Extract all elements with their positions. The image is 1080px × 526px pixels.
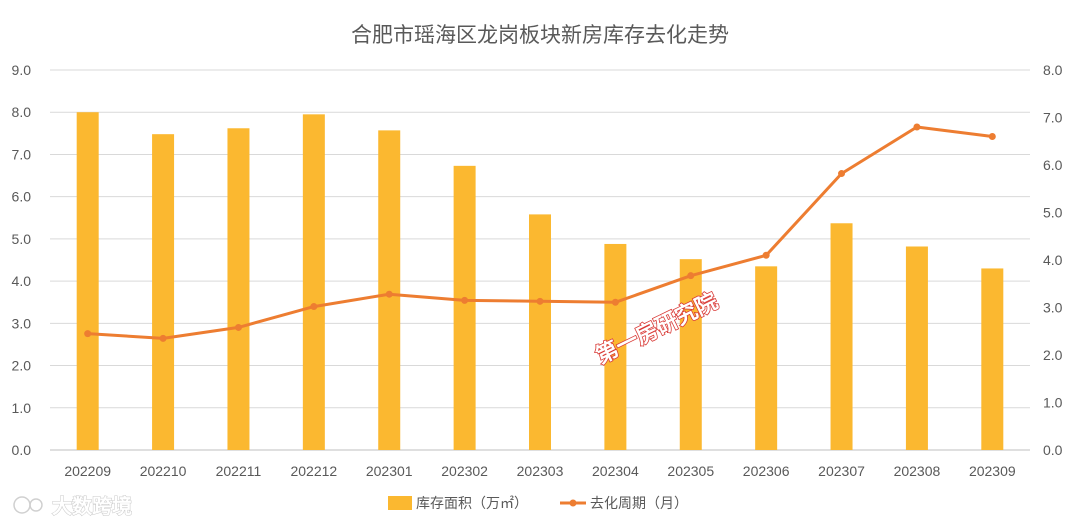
line-point bbox=[611, 298, 619, 306]
line-point bbox=[687, 272, 695, 280]
y-left-tick-label: 8.0 bbox=[12, 104, 32, 120]
bar bbox=[227, 128, 250, 450]
line-point bbox=[84, 330, 92, 338]
bar bbox=[755, 266, 778, 450]
y-left-tick-label: 9.0 bbox=[12, 62, 32, 78]
x-tick-label: 202309 bbox=[969, 463, 1016, 479]
bar bbox=[604, 243, 627, 450]
y-right-tick-label: 4.0 bbox=[1043, 252, 1063, 268]
y-left-tick-label: 3.0 bbox=[12, 315, 32, 331]
x-tick-label: 202306 bbox=[743, 463, 790, 479]
y-left-tick-label: 7.0 bbox=[12, 146, 32, 162]
x-tick-label: 202209 bbox=[64, 463, 111, 479]
legend-line-marker bbox=[569, 499, 577, 507]
legend: 库存面积（万㎡） 去化周期（月） bbox=[388, 495, 688, 511]
y-left-tick-label: 4.0 bbox=[12, 273, 32, 289]
x-tick-label: 202211 bbox=[216, 463, 262, 479]
y-left-tick-label: 0.0 bbox=[12, 442, 32, 458]
y-right-tick-label: 2.0 bbox=[1043, 347, 1063, 363]
bar bbox=[905, 246, 928, 450]
x-tick-label: 202308 bbox=[894, 463, 941, 479]
line-point bbox=[838, 170, 846, 178]
y-axis-left: 0.0 1.0 2.0 3.0 4.0 5.0 6.0 7.0 8.0 9.0 bbox=[12, 62, 32, 458]
x-tick-label: 202302 bbox=[441, 463, 488, 479]
line-point bbox=[159, 334, 167, 342]
y-left-tick-label: 2.0 bbox=[12, 358, 32, 374]
watermark-corner: 大数跨境 bbox=[13, 494, 133, 519]
legend-line-label: 去化周期（月） bbox=[590, 495, 688, 511]
y-right-tick-label: 8.0 bbox=[1043, 62, 1063, 78]
y-left-tick-label: 1.0 bbox=[12, 400, 32, 416]
bar bbox=[529, 214, 551, 450]
watermark-logo-icon bbox=[13, 496, 31, 514]
y-right-tick-label: 0.0 bbox=[1043, 442, 1063, 458]
chart-title: 合肥市瑶海区龙岗板块新房库存去化走势 bbox=[351, 24, 729, 47]
line-point bbox=[913, 123, 921, 131]
y-right-tick-label: 6.0 bbox=[1043, 157, 1063, 173]
x-tick-label: 202301 bbox=[366, 463, 413, 479]
y-left-tick-label: 6.0 bbox=[12, 189, 32, 205]
bar bbox=[152, 134, 175, 450]
bar bbox=[453, 165, 476, 450]
x-tick-label: 202212 bbox=[290, 463, 337, 479]
bar bbox=[378, 130, 401, 450]
bar bbox=[76, 112, 99, 450]
y-right-tick-label: 7.0 bbox=[1043, 110, 1063, 126]
line-point bbox=[461, 296, 469, 304]
line-point bbox=[310, 303, 318, 311]
line-point bbox=[988, 133, 996, 140]
x-tick-label: 202305 bbox=[667, 463, 714, 479]
x-tick-label: 202307 bbox=[818, 463, 865, 479]
y-right-tick-label: 1.0 bbox=[1043, 395, 1063, 411]
line-point bbox=[385, 290, 393, 298]
x-tick-label: 202304 bbox=[592, 463, 639, 479]
watermark-logo-icon-2 bbox=[29, 498, 43, 512]
line-point bbox=[536, 297, 544, 305]
x-tick-label: 202210 bbox=[140, 463, 187, 479]
line-point bbox=[234, 323, 242, 331]
bar bbox=[679, 259, 702, 450]
y-axis-right: 0.0 1.0 2.0 3.0 4.0 5.0 6.0 7.0 8.0 bbox=[1043, 62, 1063, 458]
y-left-tick-label: 5.0 bbox=[12, 231, 32, 247]
legend-bar-swatch bbox=[388, 496, 412, 510]
y-right-tick-label: 3.0 bbox=[1043, 300, 1063, 316]
legend-bar-label: 库存面积（万㎡） bbox=[416, 495, 528, 511]
x-axis: 202209 202210 202211 202212 202301 202302 2023… bbox=[64, 463, 1016, 479]
bar bbox=[830, 223, 853, 450]
watermark-corner-text: 大数跨境 bbox=[52, 494, 132, 518]
bar bbox=[981, 268, 1004, 450]
line-point bbox=[762, 251, 770, 259]
line-series bbox=[84, 123, 996, 342]
bar bbox=[302, 114, 325, 450]
y-right-tick-label: 5.0 bbox=[1043, 205, 1063, 221]
bar-series bbox=[76, 112, 1004, 450]
x-tick-label: 202303 bbox=[517, 463, 564, 479]
